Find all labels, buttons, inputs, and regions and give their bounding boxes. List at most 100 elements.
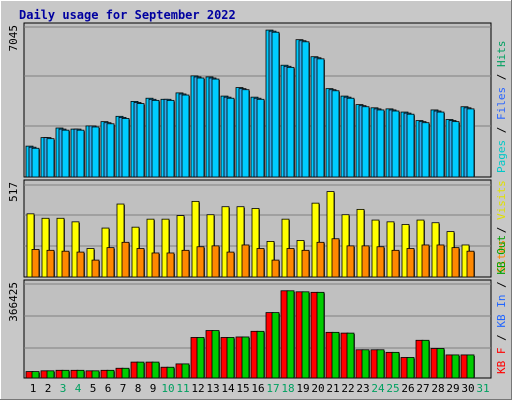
legend-separator: /	[495, 120, 508, 140]
bar-visits-day-17	[266, 241, 275, 278]
day-label: 20	[311, 382, 324, 395]
bar-kb-out-day-25	[391, 351, 400, 379]
bar-kb-out-day-8	[136, 361, 145, 379]
bar-pages-day-7	[121, 118, 130, 178]
bar-kb-out-day-6	[106, 369, 115, 379]
legend-item: Visits	[495, 180, 508, 220]
y-max-label-top: 7045	[7, 25, 20, 52]
bar-kb-out-day-30	[466, 354, 475, 379]
bar-sites-day-18	[286, 248, 295, 278]
bar-visits-day-20	[311, 202, 320, 278]
bar-sites-day-26	[406, 248, 415, 278]
bar-kb-out-day-14	[226, 337, 235, 379]
bar-kb-out-day-19	[301, 291, 310, 379]
day-label: 9	[150, 382, 157, 395]
bar-visits-day-21	[326, 191, 335, 278]
bar-pages-day-15	[241, 89, 250, 178]
bar-pages-day-12	[196, 77, 205, 178]
bar-pages-day-22	[346, 97, 355, 178]
bar-sites-day-12	[196, 246, 205, 278]
day-label: 31	[476, 382, 489, 395]
bar-kb-out-day-24	[376, 349, 385, 379]
bar-kb-out-day-29	[451, 354, 460, 379]
bar-sites-day-28	[436, 244, 445, 278]
day-label: 21	[326, 382, 339, 395]
day-label: 4	[75, 382, 82, 395]
legend-separator: /	[495, 220, 508, 240]
legend-bottom: KB F / KB In / KB Out	[495, 235, 508, 374]
day-label: 1	[30, 382, 37, 395]
bar-kb-out-day-27	[421, 339, 430, 379]
bar-kb-out-day-16	[256, 330, 265, 379]
bar-visits-day-11	[176, 215, 185, 278]
y-max-label-bottom: 366425	[7, 282, 20, 322]
bar-pages-day-20	[316, 58, 325, 178]
bar-pages-day-29	[451, 121, 460, 178]
day-label: 2	[45, 382, 52, 395]
bar-sites-day-1	[31, 249, 40, 278]
day-label: 14	[221, 382, 235, 395]
bar-kb-out-day-22	[346, 332, 355, 379]
bar-pages-day-25	[391, 110, 400, 178]
bar-pages-day-11	[181, 94, 190, 178]
bar-pages-day-18	[286, 66, 295, 178]
day-label: 13	[206, 382, 219, 395]
bar-visits-day-18	[281, 218, 290, 278]
bar-sites-day-19	[301, 249, 310, 278]
bar-sites-day-17	[271, 259, 280, 278]
day-label: 18	[281, 382, 294, 395]
bar-sites-day-15	[241, 244, 250, 278]
day-label: 11	[176, 382, 189, 395]
bar-sites-day-24	[376, 246, 385, 278]
legend-separator: /	[495, 328, 508, 348]
bar-kb-out-day-10	[166, 366, 175, 379]
bar-pages-day-24	[376, 109, 385, 178]
bar-sites-day-13	[211, 245, 220, 278]
day-label: 28	[431, 382, 444, 395]
bar-kb-out-day-12	[196, 337, 205, 379]
bar-sites-day-9	[151, 252, 160, 278]
bar-sites-day-14	[226, 251, 235, 278]
day-label: 25	[386, 382, 399, 395]
bar-sites-day-16	[256, 248, 265, 278]
legend-separator: /	[495, 275, 508, 295]
legend-top: Pages / Files / Hits	[495, 41, 508, 174]
bar-visits-day-25	[386, 221, 395, 278]
day-label: 19	[296, 382, 309, 395]
bar-kb-out-day-15	[241, 336, 250, 379]
bar-pages-day-4	[76, 129, 85, 178]
day-label: 15	[236, 382, 249, 395]
bar-sites-day-5	[91, 259, 100, 278]
bar-sites-day-29	[451, 247, 460, 278]
bar-sites-day-11	[181, 249, 190, 278]
legend-separator: /	[495, 67, 508, 87]
bar-kb-out-day-28	[436, 348, 445, 379]
legend-item: Hits	[495, 41, 508, 68]
bar-visits-day-1	[26, 213, 35, 278]
day-label: 3	[60, 382, 67, 395]
bar-pages-day-6	[106, 123, 115, 178]
bar-visits-day-7	[116, 203, 125, 278]
bar-kb-out-day-21	[331, 331, 340, 379]
bar-kb-out-day-20	[316, 291, 325, 379]
bar-sites-day-10	[166, 252, 175, 278]
bar-pages-day-5	[91, 126, 100, 178]
day-label: 26	[401, 382, 414, 395]
bar-visits-day-3	[56, 217, 65, 278]
visits-sites-panel: 517 Sites / Visits	[7, 179, 508, 278]
bar-sites-day-23	[361, 245, 370, 278]
day-label: 22	[341, 382, 354, 395]
bar-pages-day-23	[361, 106, 370, 178]
bar-kb-out-day-2	[46, 370, 55, 379]
bar-visits-day-10	[161, 218, 170, 278]
bar-sites-day-22	[346, 245, 355, 278]
bar-visits-day-4	[71, 221, 80, 278]
bar-pages-day-8	[136, 103, 145, 178]
bar-pages-day-9	[151, 99, 160, 178]
bar-sites-day-27	[421, 244, 430, 278]
bar-kb-out-day-13	[211, 330, 220, 379]
bar-pages-day-13	[211, 78, 220, 178]
legend-item: Sites	[495, 240, 508, 273]
bar-pages-day-19	[301, 41, 310, 178]
bar-kb-out-day-18	[286, 290, 295, 379]
